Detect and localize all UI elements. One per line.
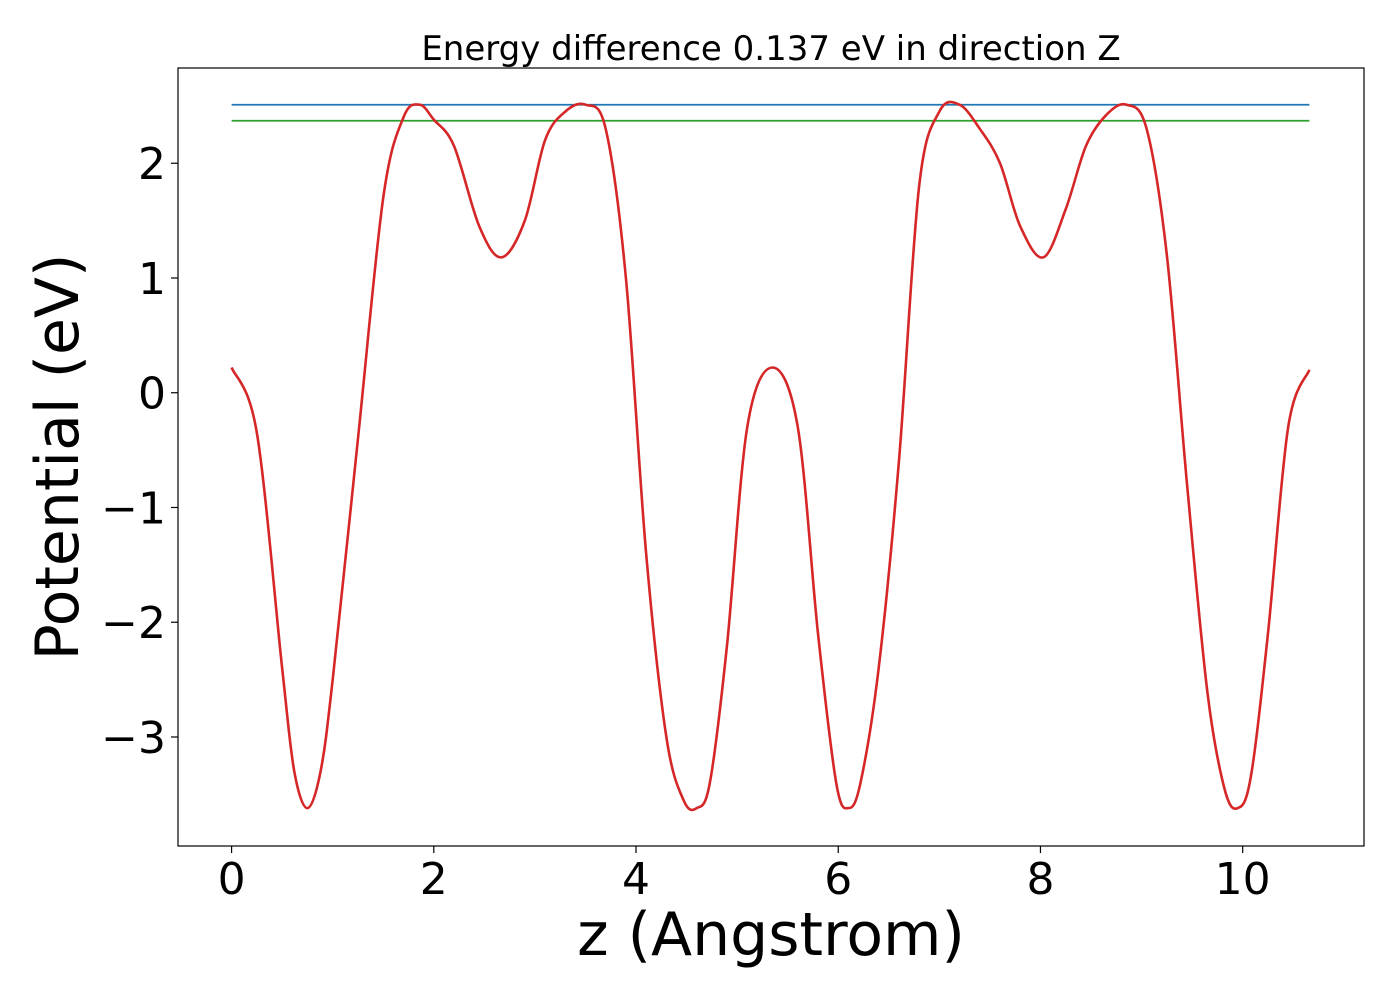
x-tick-label: 10 [1215,854,1271,905]
plot-frame [177,67,1365,847]
x-axis-label: z (Angstrom) [577,900,965,970]
x-tick-label: 6 [824,854,852,905]
chart-title: Energy difference 0.137 eV in direction … [421,29,1120,69]
y-tick-label: −1 [101,483,166,534]
y-tick-label: −2 [101,598,166,649]
x-tick-label: 2 [420,854,448,905]
x-tick-label: 4 [622,854,650,905]
x-axis: 0 2 4 6 8 10 [218,846,1271,905]
x-tick-label: 8 [1026,854,1054,905]
y-tick-label: 0 [138,369,166,420]
y-axis-label: Potential (eV) [23,254,93,661]
potential-curve [230,100,1311,812]
y-tick-label: −3 [101,713,166,764]
y-axis: −3 −2 −1 0 1 2 [101,139,178,764]
y-tick-label: 2 [138,139,166,190]
y-tick-label: 1 [138,254,166,305]
x-tick-label: 0 [218,854,246,905]
plot-lines [230,100,1311,812]
